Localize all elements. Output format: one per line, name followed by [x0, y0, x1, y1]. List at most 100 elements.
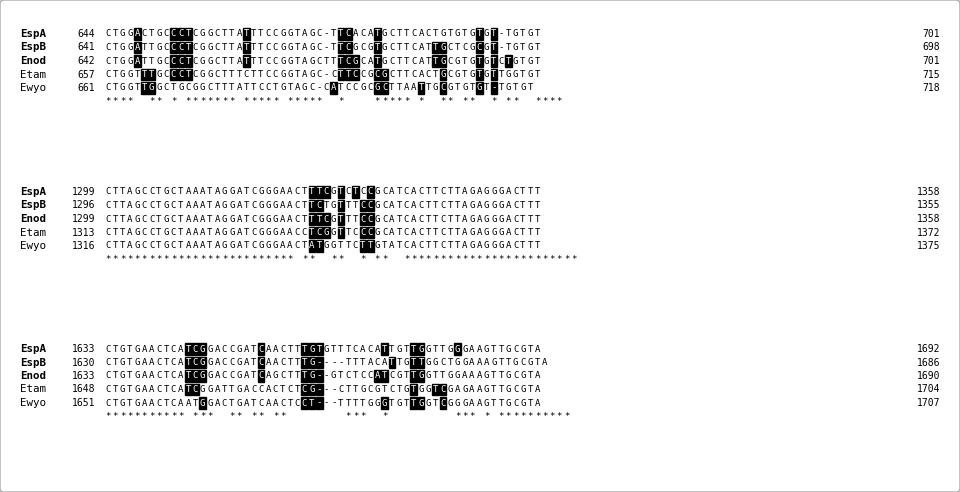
Bar [491, 29, 497, 40]
Text: G: G [469, 43, 474, 52]
Text: C: C [214, 57, 220, 65]
Text: T: T [353, 371, 358, 380]
Text: G: G [193, 84, 198, 92]
Text: C: C [441, 385, 445, 394]
Text: -: - [324, 385, 329, 394]
Text: *: * [273, 255, 278, 264]
Text: T: T [185, 385, 191, 394]
Text: G: G [441, 43, 445, 52]
Text: *: * [280, 412, 285, 421]
Text: 1633: 1633 [71, 344, 95, 354]
Text: G: G [127, 43, 132, 52]
Text: C: C [222, 344, 228, 353]
Text: C: C [214, 70, 220, 79]
Text: A: A [200, 242, 205, 250]
Text: A: A [185, 228, 191, 237]
Text: A: A [484, 358, 490, 367]
Text: A: A [236, 215, 242, 223]
Text: T: T [346, 344, 351, 353]
Text: T: T [411, 344, 417, 353]
Text: G: G [506, 385, 511, 394]
Text: *: * [455, 255, 460, 264]
Text: G: G [331, 201, 336, 210]
Text: T: T [229, 70, 234, 79]
Text: T: T [338, 399, 344, 407]
Text: G: G [120, 344, 125, 353]
Text: G: G [419, 371, 423, 380]
Bar [308, 398, 315, 409]
Text: 1316: 1316 [71, 241, 95, 251]
Text: T: T [338, 84, 344, 92]
Text: *: * [193, 255, 198, 264]
Text: G: G [207, 385, 212, 394]
Text: T: T [222, 385, 228, 394]
Text: T: T [492, 385, 496, 394]
Text: *: * [455, 412, 460, 421]
Text: T: T [301, 358, 307, 367]
Text: *: * [441, 97, 445, 106]
Text: *: * [535, 97, 540, 106]
Text: G: G [287, 43, 293, 52]
Text: T: T [295, 385, 300, 394]
Text: G: G [207, 344, 212, 353]
Text: T: T [331, 344, 336, 353]
Bar [185, 55, 191, 67]
Text: A: A [236, 43, 242, 52]
Text: C: C [106, 84, 110, 92]
Text: G: G [266, 187, 271, 196]
Text: G: G [425, 399, 431, 407]
Text: *: * [331, 255, 336, 264]
Text: G: G [520, 344, 526, 353]
Text: T: T [112, 57, 118, 65]
Bar [185, 343, 191, 355]
Text: A: A [244, 399, 249, 407]
Text: T: T [222, 70, 228, 79]
Text: C: C [193, 70, 198, 79]
Text: A: A [185, 242, 191, 250]
Text: C: C [360, 57, 366, 65]
Text: T: T [433, 228, 439, 237]
Text: -: - [317, 358, 322, 367]
Text: *: * [433, 255, 439, 264]
Text: C: C [171, 371, 177, 380]
Text: A: A [185, 215, 191, 223]
Text: G: G [200, 70, 205, 79]
Text: C: C [273, 385, 278, 394]
Text: T: T [244, 215, 249, 223]
Bar [185, 29, 191, 40]
Text: T: T [301, 215, 307, 223]
Bar [505, 55, 512, 67]
Text: A: A [462, 228, 468, 237]
Text: A: A [244, 385, 249, 394]
Text: G: G [120, 371, 125, 380]
Text: A: A [200, 201, 205, 210]
Text: T: T [528, 399, 533, 407]
Text: G: G [200, 84, 205, 92]
Text: A: A [455, 385, 460, 394]
Text: T: T [331, 30, 336, 38]
Text: -: - [317, 84, 322, 92]
Bar [338, 227, 345, 238]
Bar [360, 214, 366, 225]
Text: C: C [149, 215, 155, 223]
Text: C: C [179, 30, 183, 38]
Bar [440, 42, 446, 53]
Text: T: T [142, 70, 147, 79]
Text: *: * [542, 97, 547, 106]
Text: T: T [112, 187, 118, 196]
Bar [381, 370, 388, 382]
Text: 1692: 1692 [917, 344, 940, 354]
Text: C: C [411, 43, 417, 52]
Text: 644: 644 [78, 29, 95, 39]
Text: G: G [258, 228, 264, 237]
Text: C: C [309, 84, 315, 92]
Text: G: G [236, 399, 242, 407]
Text: -: - [338, 358, 344, 367]
Text: *: * [462, 412, 468, 421]
Text: C: C [149, 228, 155, 237]
Text: C: C [382, 215, 387, 223]
Text: *: * [317, 97, 322, 106]
Text: T: T [520, 242, 526, 250]
Text: T: T [338, 344, 344, 353]
Text: G: G [156, 57, 161, 65]
